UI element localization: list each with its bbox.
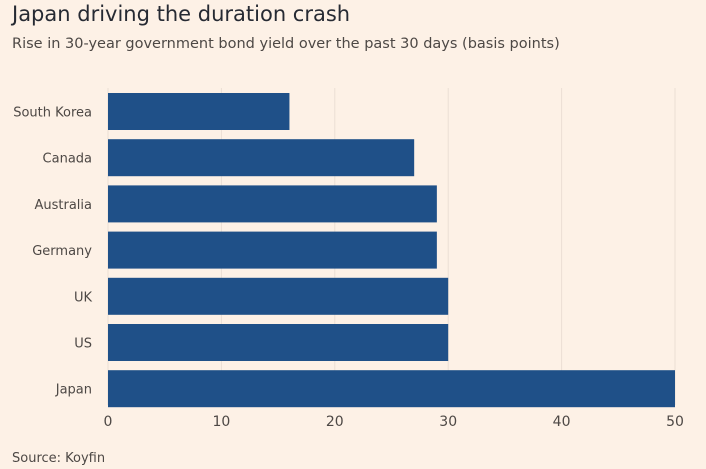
category-label-germany: Germany bbox=[32, 244, 92, 259]
bar-australia bbox=[108, 185, 437, 223]
x-tick-label: 0 bbox=[104, 414, 113, 430]
category-label-japan: Japan bbox=[55, 383, 92, 398]
x-axis-tick-labels: 0 10 20 30 40 50 bbox=[104, 414, 684, 430]
x-tick-label: 10 bbox=[212, 414, 230, 430]
category-label-uk: UK bbox=[74, 290, 93, 305]
category-label-south-korea: South Korea bbox=[13, 106, 92, 121]
category-label-us: US bbox=[74, 337, 92, 352]
x-tick-label: 20 bbox=[326, 414, 344, 430]
bar-germany bbox=[108, 231, 437, 269]
bar-canada bbox=[108, 139, 415, 177]
x-tick-label: 30 bbox=[439, 414, 457, 430]
category-label-canada: Canada bbox=[43, 152, 92, 167]
chart-subtitle: Rise in 30-year government bond yield ov… bbox=[12, 36, 560, 52]
category-label-australia: Australia bbox=[34, 198, 92, 213]
x-tick-label: 50 bbox=[666, 414, 684, 430]
source-note: Source: Koyfin bbox=[12, 451, 106, 466]
chart-title: Japan driving the duration crash bbox=[12, 2, 351, 26]
bar-south-korea bbox=[108, 93, 290, 130]
bars bbox=[108, 93, 675, 408]
bar-us bbox=[108, 324, 449, 361]
bar-uk bbox=[108, 277, 449, 315]
x-tick-label: 40 bbox=[553, 414, 571, 430]
category-labels: South Korea Canada Australia Germany UK US Jap… bbox=[13, 106, 92, 398]
bar-japan bbox=[108, 370, 675, 408]
